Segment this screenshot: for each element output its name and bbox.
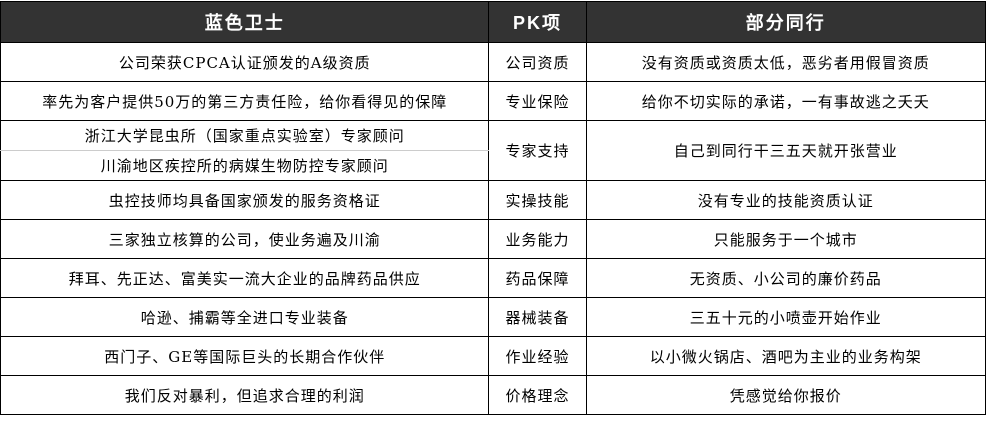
table-row: 拜耳、先正达、富美实一流大企业的品牌药品供应 药品保障 无资质、小公司的廉价药品 <box>0 258 987 298</box>
table-row: 哈逊、捕霸等全进口专业装备 器械装备 三五十元的小喷壶开始作业 <box>0 297 987 337</box>
pk-item-cell: 药品保障 <box>488 258 587 298</box>
peers-cell: 无资质、小公司的廉价药品 <box>585 258 987 298</box>
us-cell: 率先为客户提供50万的第三方责任险，给你看得见的保障 <box>0 81 490 121</box>
us-cell: 哈逊、捕霸等全进口专业装备 <box>0 297 490 337</box>
us-cell: 西门子、GE等国际巨头的长期合作伙伴 <box>0 336 490 376</box>
table-row: 我们反对暴利，但追求合理的利润 价格理念 凭感觉给你报价 <box>0 375 987 415</box>
pk-item-cell: 公司资质 <box>488 42 587 82</box>
pk-item-cell: 器械装备 <box>488 297 587 337</box>
table-row: 川渝地区疾控所的病媒生物防控专家顾问 <box>0 150 986 181</box>
peers-cell: 没有资质或资质太低，恶劣者用假冒资质 <box>585 42 987 82</box>
peers-cell: 只能服务于一个城市 <box>585 219 987 259</box>
table-header-row: 蓝色卫士 PK项 部分同行 <box>0 1 987 43</box>
pk-item-cell: 专业保险 <box>488 81 587 121</box>
pk-item-cell: 业务能力 <box>488 219 587 259</box>
table-row: 率先为客户提供50万的第三方责任险，给你看得见的保障 专业保险 给你不切实际的承… <box>0 81 987 121</box>
pk-item-cell: 专家支持 <box>488 120 587 181</box>
us-cell: 川渝地区疾控所的病媒生物防控专家顾问 <box>0 150 490 181</box>
header-peers: 部分同行 <box>585 1 987 43</box>
us-cell: 公司荣获CPCA认证颁发的A级资质 <box>0 42 490 82</box>
us-cell: 我们反对暴利，但追求合理的利润 <box>0 375 490 415</box>
table-row: 三家独立核算的公司，使业务遍及川渝 业务能力 只能服务于一个城市 <box>0 219 987 259</box>
peers-cell: 没有专业的技能资质认证 <box>585 180 987 220</box>
peers-cell: 自己到同行干三五天就开张营业 <box>585 120 987 181</box>
pk-item-cell: 价格理念 <box>488 375 587 415</box>
pk-item-cell: 实操技能 <box>488 180 587 220</box>
peers-cell: 凭感觉给你报价 <box>585 375 987 415</box>
pk-item-cell: 作业经验 <box>488 336 587 376</box>
us-cell: 拜耳、先正达、富美实一流大企业的品牌药品供应 <box>0 258 490 298</box>
header-blue-guard: 蓝色卫士 <box>0 1 490 43</box>
table-row: 西门子、GE等国际巨头的长期合作伙伴 作业经验 以小微火锅店、酒吧为主业的业务构… <box>0 336 987 376</box>
header-pk-item: PK项 <box>488 1 587 43</box>
peers-cell: 三五十元的小喷壶开始作业 <box>585 297 987 337</box>
us-cell: 浙江大学昆虫所（国家重点实验室）专家顾问 <box>0 120 490 151</box>
peers-cell: 给你不切实际的承诺，一有事故逃之夭夭 <box>585 81 987 121</box>
us-cell: 三家独立核算的公司，使业务遍及川渝 <box>0 219 490 259</box>
peers-cell: 以小微火锅店、酒吧为主业的业务构架 <box>585 336 987 376</box>
table-row: 虫控技师均具备国家颁发的服务资格证 实操技能 没有专业的技能资质认证 <box>0 180 987 220</box>
table-row: 浙江大学昆虫所（国家重点实验室）专家顾问 专家支持 自己到同行干三五天就开张营业 <box>0 120 987 181</box>
us-cell: 虫控技师均具备国家颁发的服务资格证 <box>0 180 490 220</box>
table-row: 公司荣获CPCA认证颁发的A级资质 公司资质 没有资质或资质太低，恶劣者用假冒资… <box>0 42 987 82</box>
